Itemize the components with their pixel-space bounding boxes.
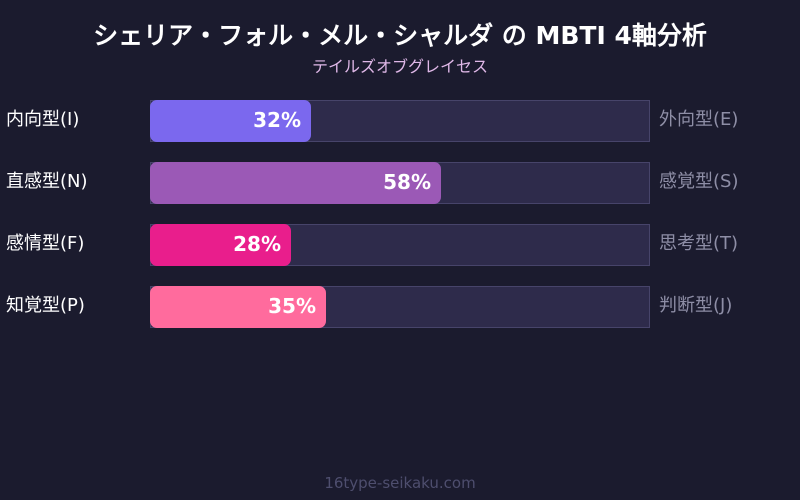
axis-row-pj: 知覚型(P) 35% 判断型(J) xyxy=(0,286,800,328)
percent-label: 35% xyxy=(268,294,316,318)
left-trait-label: 感情型(F) xyxy=(6,233,85,254)
axis-row-ns: 直感型(N) 58% 感覚型(S) xyxy=(0,162,800,204)
right-trait-label: 判断型(J) xyxy=(659,295,733,316)
chart-subtitle: テイルズオブグレイセス xyxy=(311,57,488,76)
left-trait-label: 内向型(I) xyxy=(6,109,80,130)
percent-label: 28% xyxy=(233,232,281,256)
right-trait-label: 感覚型(S) xyxy=(659,171,739,192)
axis-row-ft: 感情型(F) 28% 思考型(T) xyxy=(0,224,800,266)
axis-row-ie: 内向型(I) 32% 外向型(E) xyxy=(0,100,800,142)
source-footer: 16type-seikaku.com xyxy=(324,474,476,492)
right-trait-label: 外向型(E) xyxy=(659,109,739,130)
bar-fill: 32% xyxy=(150,100,311,142)
bar-fill: 28% xyxy=(150,224,291,266)
left-trait-label: 直感型(N) xyxy=(6,171,88,192)
bar-fill: 58% xyxy=(150,162,441,204)
right-trait-label: 思考型(T) xyxy=(659,233,739,254)
percent-label: 58% xyxy=(383,170,431,194)
left-trait-label: 知覚型(P) xyxy=(6,295,85,316)
percent-label: 32% xyxy=(253,108,301,132)
chart-title: シェリア・フォル・メル・シャルダ の MBTI 4軸分析 xyxy=(93,21,707,50)
bar-fill: 35% xyxy=(150,286,326,328)
